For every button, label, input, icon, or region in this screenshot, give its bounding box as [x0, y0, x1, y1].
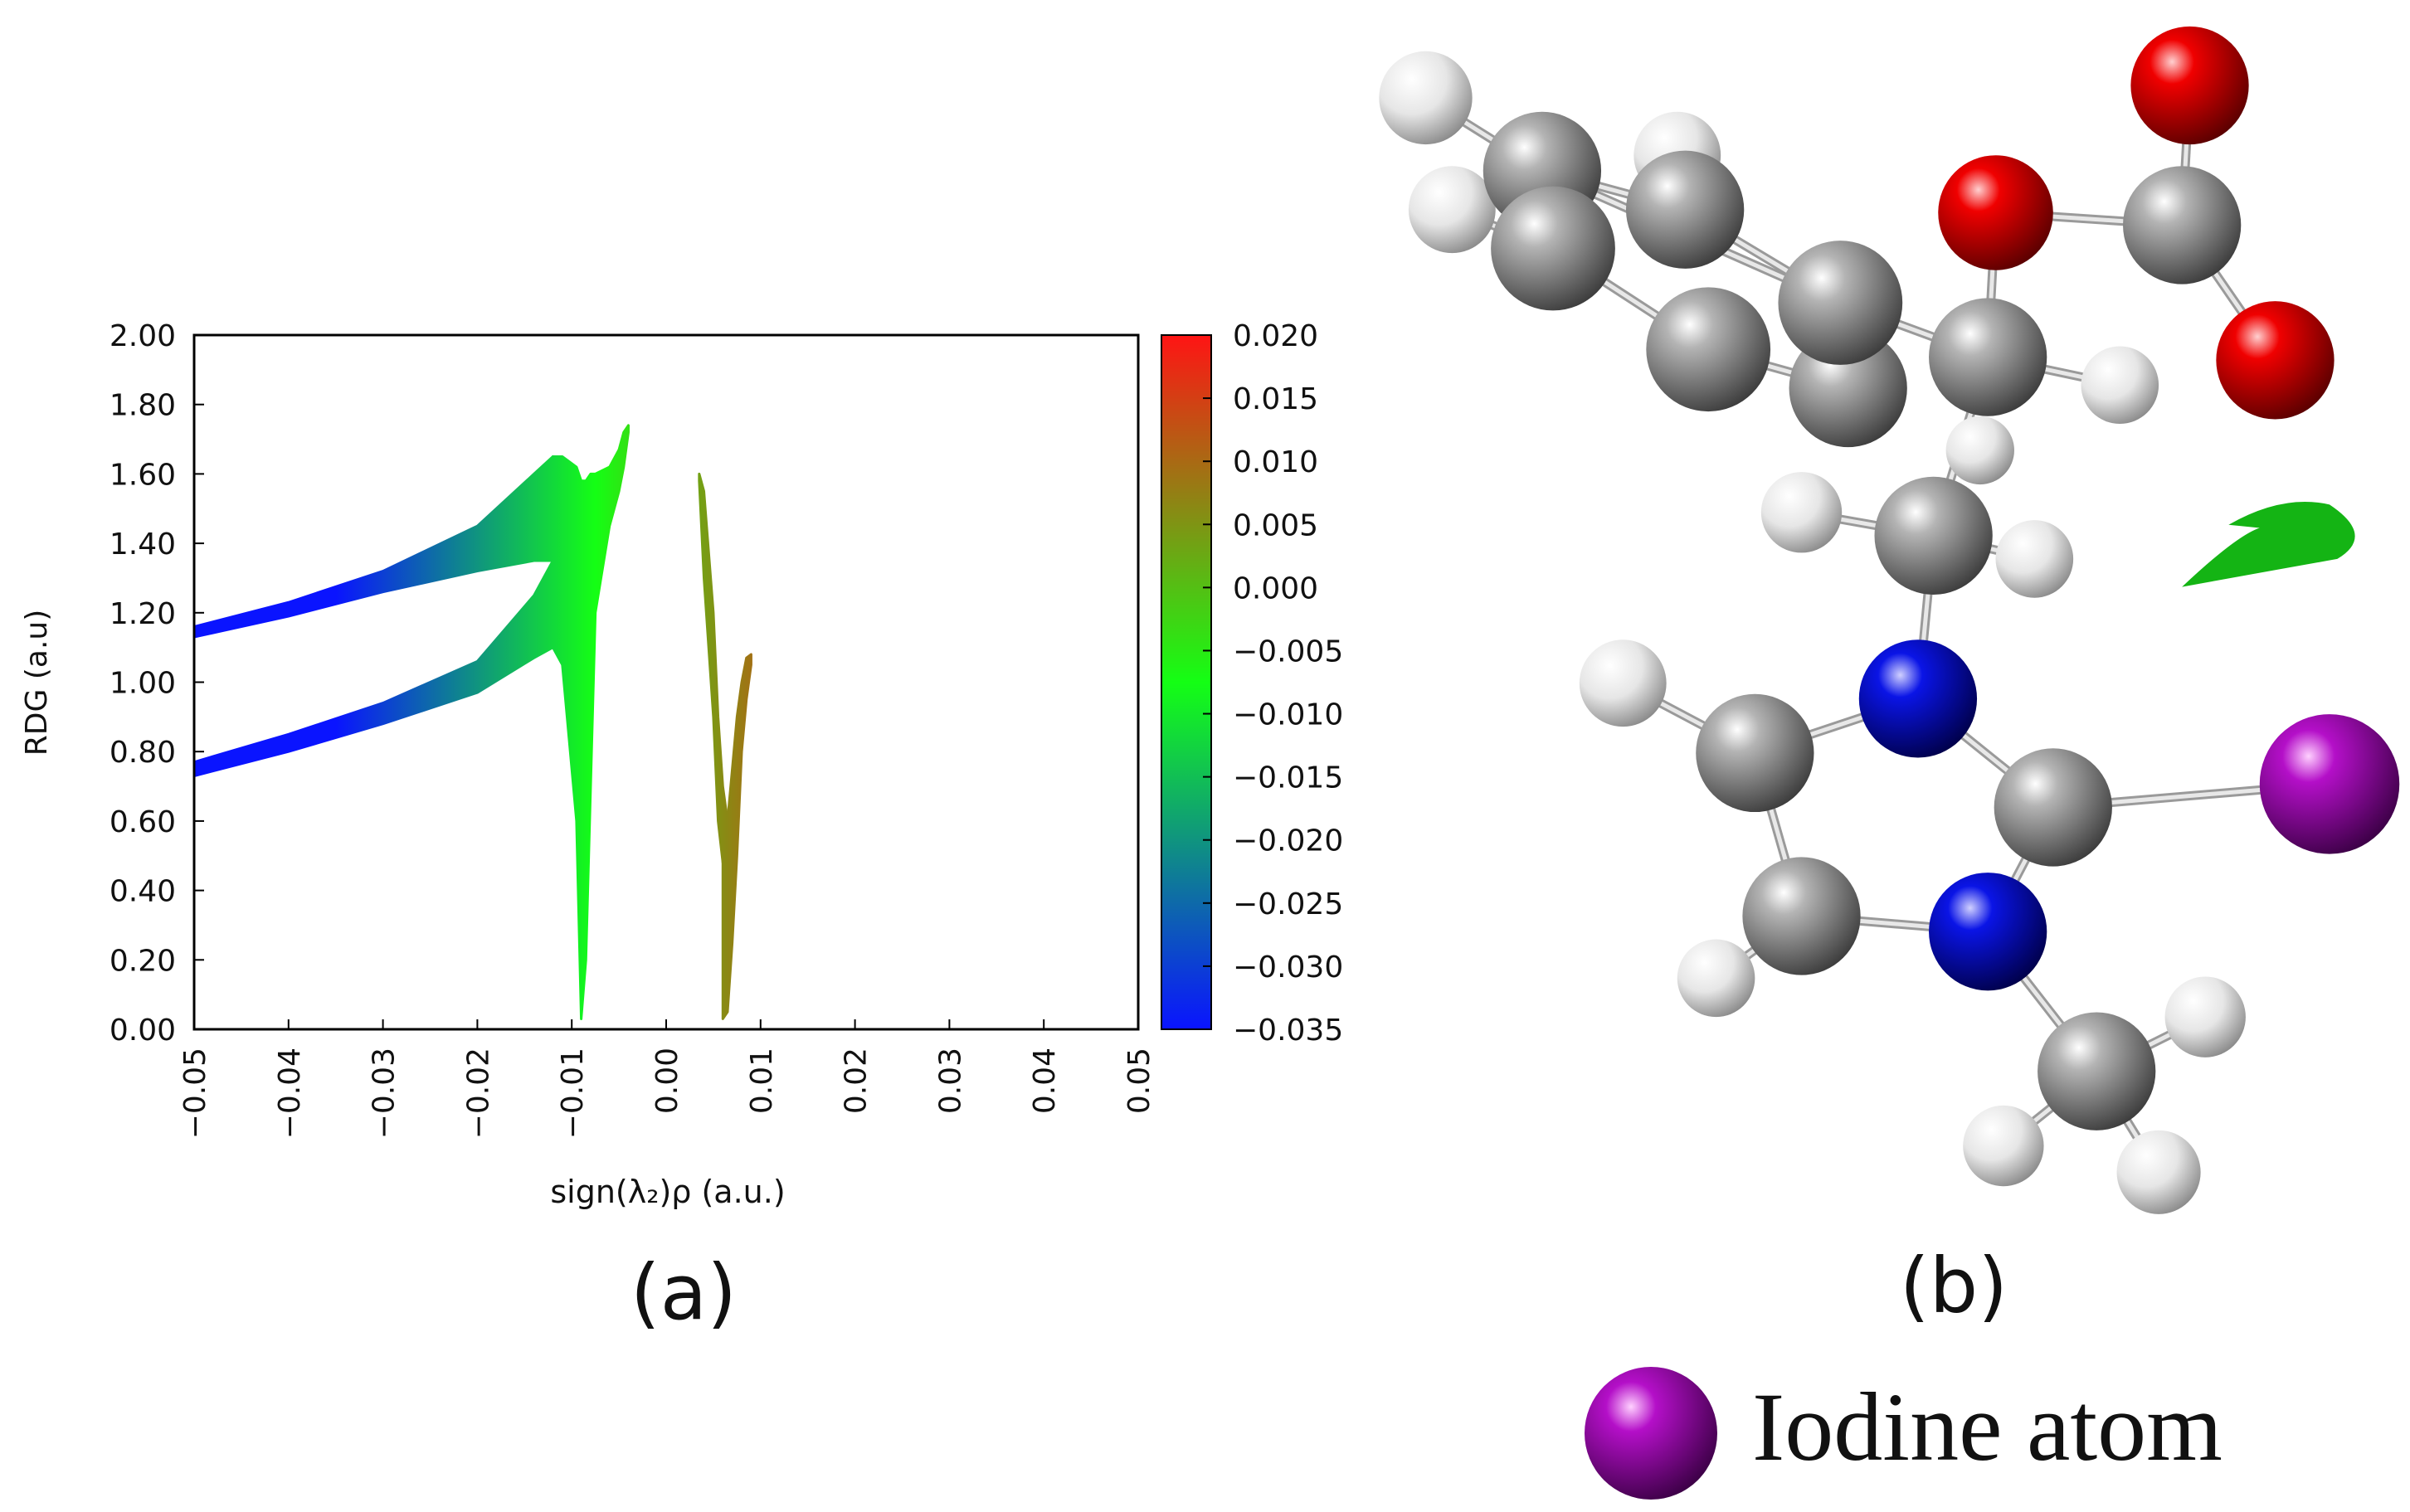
atom: [1408, 166, 1496, 254]
x-tick-label: 0.01: [745, 1048, 779, 1114]
atom: [1379, 51, 1473, 145]
atom: [1995, 520, 2074, 598]
colorbar-tick-label: −0.005: [1233, 634, 1343, 668]
y-tick-label: 0.40: [110, 875, 176, 909]
x-tick-label: 0.03: [933, 1048, 967, 1114]
colorbar-tick-label: −0.010: [1233, 698, 1343, 732]
panel-label: (b): [1900, 1242, 2008, 1330]
atom: [1579, 639, 1667, 727]
x-tick-label: −0.03: [368, 1048, 402, 1139]
colorbar-tick-label: −0.035: [1233, 1014, 1343, 1048]
atom: [2081, 346, 2159, 425]
atom: [1929, 873, 2047, 991]
atom: [1874, 476, 1993, 595]
rdg-plot: RDG (a.u) sign(λ₂)ρ (a.u.) 0.00 0.20 0.40 0…: [20, 319, 1343, 1210]
atom: [1938, 155, 2053, 270]
rdg-band: [192, 455, 554, 639]
atom: [2116, 1130, 2201, 1214]
y-tick-label: 1.80: [110, 389, 176, 423]
molecule: [1379, 26, 2400, 1214]
atom: [1677, 939, 1755, 1018]
colorbar-tick-label: 0.015: [1233, 382, 1318, 416]
atom: [1625, 150, 1745, 269]
atom: [1858, 639, 1978, 758]
y-tick-label: 0.00: [110, 1014, 176, 1048]
legend-marker: [1585, 1367, 1717, 1500]
nci-isosurface: [2182, 502, 2355, 587]
atom: [1760, 472, 1843, 553]
atom: [2123, 166, 2242, 284]
colorbar: [1161, 334, 1212, 1030]
x-axis-label: sign(λ₂)ρ (a.u.): [550, 1174, 785, 1210]
y-tick-label: 1.20: [110, 597, 176, 631]
y-tick-label: 0.80: [110, 736, 176, 770]
atom: [1945, 416, 2014, 485]
atom: [2259, 714, 2400, 854]
plot-frame: [192, 333, 1140, 1031]
atom: [1491, 186, 1615, 311]
x-tick-label: 0.05: [1122, 1048, 1156, 1114]
rdg-band: [551, 424, 630, 1020]
x-tick-label: 0.02: [840, 1048, 874, 1114]
atom: [1929, 298, 2047, 416]
atom: [1696, 693, 1814, 813]
atom: [2038, 1012, 2156, 1130]
y-tick-label: 1.00: [110, 667, 176, 701]
x-tick-label: 0.04: [1028, 1048, 1062, 1114]
y-axis-label: RDG (a.u): [20, 610, 54, 756]
x-tick-label: −0.04: [273, 1048, 307, 1139]
x-tick-label: −0.05: [178, 1048, 212, 1139]
colorbar-tick-label: −0.020: [1233, 824, 1343, 858]
colorbar-tick-label: −0.030: [1233, 950, 1343, 985]
colorbar-tick-label: 0.020: [1233, 319, 1318, 353]
x-tick-label: −0.01: [556, 1048, 590, 1139]
x-tick-label: −0.02: [461, 1048, 495, 1139]
atom: [2130, 26, 2249, 145]
y-tick-label: 0.60: [110, 805, 176, 839]
atom: [2164, 976, 2246, 1057]
atom: [1778, 241, 1903, 365]
y-tick-label: 2.00: [110, 319, 176, 353]
y-tick-label: 0.20: [110, 944, 176, 978]
atom: [2216, 301, 2335, 420]
panel-label: (a): [630, 1248, 737, 1337]
colorbar-tick-label: 0.000: [1233, 571, 1318, 605]
colorbar-tick-label: −0.015: [1233, 761, 1343, 795]
atom: [1994, 748, 2112, 867]
rdg-band: [698, 472, 734, 864]
y-tick-label: 1.60: [110, 458, 176, 492]
colorbar-tick-label: −0.025: [1233, 887, 1343, 921]
x-tick-label: 0.00: [650, 1048, 684, 1114]
atom: [1646, 287, 1771, 412]
colorbar-tick-label: 0.010: [1233, 445, 1318, 479]
atom: [1963, 1105, 2044, 1187]
y-tick-label: 1.40: [110, 527, 176, 562]
atom: [1742, 857, 1861, 975]
legend-label: Iodine atom: [1752, 1373, 2223, 1481]
rdg-band: [721, 653, 752, 1020]
colorbar-tick-label: 0.005: [1233, 508, 1318, 542]
